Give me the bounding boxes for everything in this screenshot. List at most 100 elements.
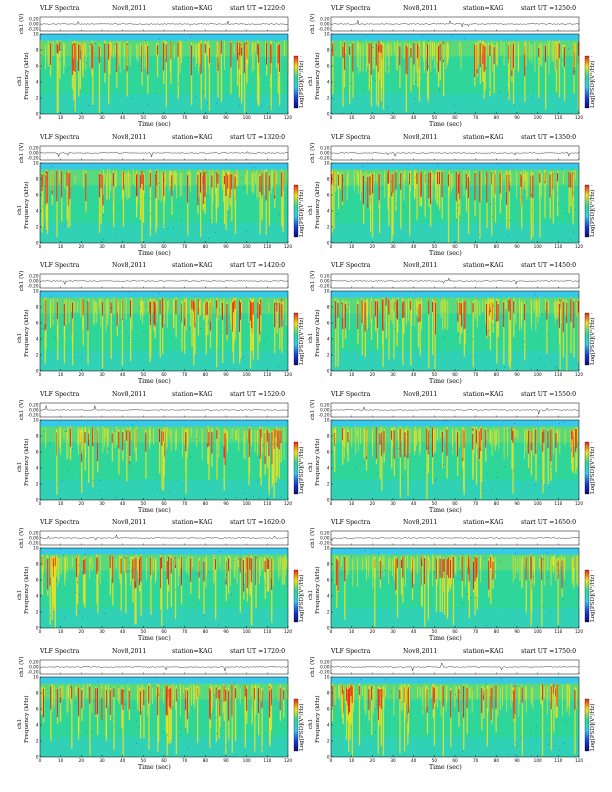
x-tick-label: 0 [330, 372, 333, 377]
y-tick-label: 2 [327, 481, 330, 486]
y-axis-channel-label: ch1 [308, 332, 314, 343]
x-tick-label: 20 [79, 501, 85, 506]
x-tick-label: 30 [99, 115, 105, 120]
waveform-tick-label: -0.20 [319, 26, 330, 31]
x-tick-label: 70 [182, 244, 188, 249]
x-tick-label: 120 [284, 758, 292, 763]
x-tick-label: 60 [161, 372, 167, 377]
y-axis-label: Frequency (kHz) [24, 566, 30, 614]
x-tick-label: 100 [243, 115, 251, 120]
waveform-tick-label: 0.00 [29, 664, 39, 669]
waveform-tick-label: 0.00 [320, 150, 330, 155]
x-tick-label: 10 [349, 629, 355, 634]
waveform-axis-label: ch1 (V) [19, 13, 25, 34]
x-tick-label: 70 [473, 501, 479, 506]
header-date: Nov8,2011 [112, 390, 147, 398]
x-tick-label: 20 [79, 629, 85, 634]
y-axis-label: Frequency (kHz) [24, 309, 30, 357]
colorbar-tick-label: - [300, 311, 302, 316]
header-start-time: start UT =1320:0 [230, 133, 286, 141]
panel-plot-svg: 0.200.00-0.200 10 20 30 40 50 60 70 80 90 100 110 12… [319, 273, 593, 377]
y-axis-channel-label: ch1 [308, 718, 314, 729]
y-tick-label: 8 [327, 304, 330, 309]
y-tick-label: 4 [36, 593, 39, 598]
x-tick-label: 50 [432, 758, 438, 763]
header-start-time: start UT =1720:0 [230, 647, 286, 655]
y-tick-label: 2 [327, 738, 330, 743]
waveform-frame [330, 530, 580, 546]
header-station: station=KAG [463, 133, 504, 141]
x-tick-label: 0 [39, 501, 42, 506]
x-tick-label: 100 [534, 629, 542, 634]
colorbar [293, 441, 299, 494]
colorbar-tick-label: - [591, 697, 593, 702]
x-tick-label: 80 [203, 629, 209, 634]
waveform-axis-label: ch1 (V) [310, 399, 316, 420]
y-tick-label: 6 [327, 449, 330, 454]
x-tick-label: 100 [534, 501, 542, 506]
x-tick-label: 40 [411, 501, 417, 506]
x-tick-label: 80 [494, 244, 500, 249]
panel-plot-svg: 0.200.00-0.200 10 20 30 40 50 60 70 80 90 100 110 12… [319, 16, 593, 120]
y-axis-channel-label: ch1 [17, 718, 23, 729]
y-tick-label: 6 [327, 706, 330, 711]
colorbar-tick-label: - [300, 568, 302, 573]
x-tick-label: 110 [554, 115, 562, 120]
y-axis-channel-label: ch1 [308, 461, 314, 472]
waveform-axis-label: ch1 (V) [310, 527, 316, 548]
x-tick-label: 60 [161, 758, 167, 763]
y-tick-label: 8 [36, 690, 39, 695]
waveform-trace [330, 662, 580, 672]
waveform-tick-label: -0.20 [28, 412, 39, 417]
y-tick-label: 6 [327, 192, 330, 197]
header-title: VLF Spectra [331, 5, 371, 12]
x-tick-label: 90 [514, 115, 520, 120]
colorbar [584, 55, 590, 109]
x-tick-label: 20 [370, 244, 376, 249]
x-tick-label: 60 [452, 244, 458, 249]
y-tick-label: 8 [36, 176, 39, 181]
y-tick-label: 0 [327, 625, 330, 630]
colorbar [293, 184, 299, 237]
spectrogram-panel: VLF Spectra Nov8,2011 station=KAG start UT … [17, 133, 324, 259]
y-tick-label: 8 [36, 47, 39, 52]
colorbar-tick-label: - [300, 490, 302, 495]
waveform-tick-label: 0.00 [320, 21, 330, 26]
x-tick-label: 100 [243, 758, 251, 763]
x-axis-label: Time (sec) [138, 506, 171, 514]
y-tick-label: 0 [36, 368, 39, 373]
x-tick-label: 90 [514, 629, 520, 634]
waveform-tick-label: -0.20 [319, 155, 330, 160]
x-tick-label: 0 [39, 372, 42, 377]
y-tick-label: 0 [36, 497, 39, 502]
spectrogram-panel: VLF Spectra Nov8,2011 station=KAG start UT … [308, 5, 612, 130]
waveform-trace [39, 404, 289, 411]
x-tick-label: 20 [370, 372, 376, 377]
x-tick-label: 30 [99, 244, 105, 249]
x-tick-label: 120 [575, 758, 583, 763]
x-axis-label: Time (sec) [138, 249, 171, 257]
colorbar [584, 312, 590, 366]
y-tick-label: 10 [324, 545, 330, 550]
x-tick-label: 70 [182, 501, 188, 506]
colorbar [293, 312, 299, 366]
x-tick-label: 40 [411, 629, 417, 634]
x-tick-label: 50 [141, 244, 147, 249]
x-tick-label: 60 [161, 501, 167, 506]
x-axis-label: Time (sec) [429, 121, 462, 128]
x-tick-label: 50 [141, 629, 147, 634]
x-tick-label: 90 [223, 629, 229, 634]
colorbar-tick-label: - [591, 618, 593, 623]
spectrogram-area [40, 548, 288, 628]
spectrogram-area [40, 162, 289, 243]
x-tick-label: 70 [182, 115, 188, 120]
waveform-axis-label: ch1 (V) [310, 656, 316, 677]
y-axis-label: Frequency (kHz) [315, 566, 321, 614]
waveform-trace [330, 277, 580, 285]
x-tick-label: 70 [473, 372, 479, 377]
y-tick-label: 2 [36, 609, 39, 614]
x-tick-label: 120 [575, 501, 583, 506]
x-tick-label: 20 [79, 115, 85, 120]
x-tick-label: 10 [58, 629, 64, 634]
x-tick-label: 50 [432, 501, 438, 506]
